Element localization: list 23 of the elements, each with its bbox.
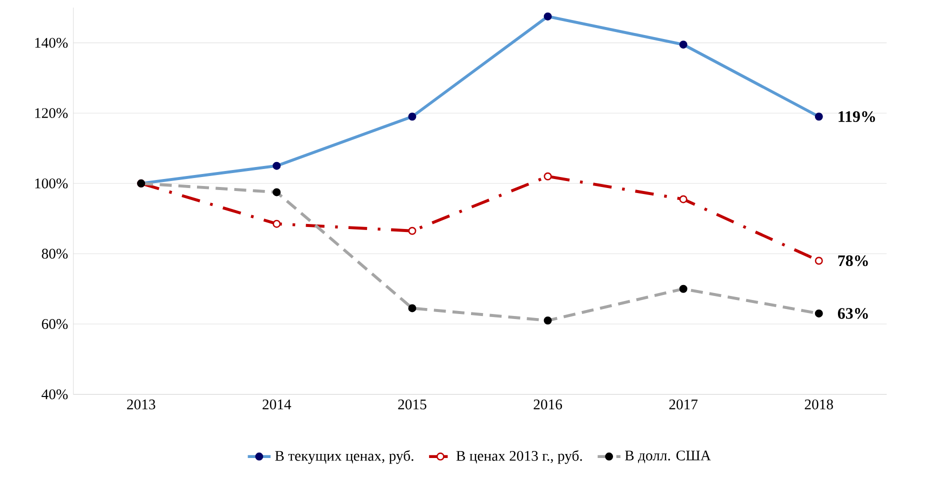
legend-label: В текущих ценах, руб. [275, 450, 414, 464]
point [408, 226, 416, 235]
data-label: 78% [838, 255, 868, 266]
y-tick-label: 100% [35, 178, 68, 188]
y-tick-label: 80% [42, 248, 68, 259]
y-tick-label: 140% [35, 38, 68, 48]
data-label: 63% [838, 308, 868, 319]
legend-label: В ценах 2013 г., руб. [456, 450, 582, 464]
legend-label: В долл. США [625, 450, 711, 464]
x-tick-label: 2014 [262, 399, 292, 410]
y-tick-label: 60% [42, 319, 68, 329]
point [544, 172, 552, 180]
y-tick-label: 120% [35, 108, 68, 118]
x-tick-label: 2016 [534, 399, 562, 410]
point [272, 220, 281, 228]
x-tick-label: 2015 [398, 399, 426, 410]
x-tick-label: 2018 [804, 399, 833, 410]
x-tick-label: 2017 [669, 399, 698, 410]
point [814, 256, 823, 265]
x-tick-label: 2013 [127, 399, 156, 410]
point [679, 195, 688, 204]
data-label: 119% [838, 111, 875, 122]
y-tick-label: 40% [42, 389, 68, 400]
